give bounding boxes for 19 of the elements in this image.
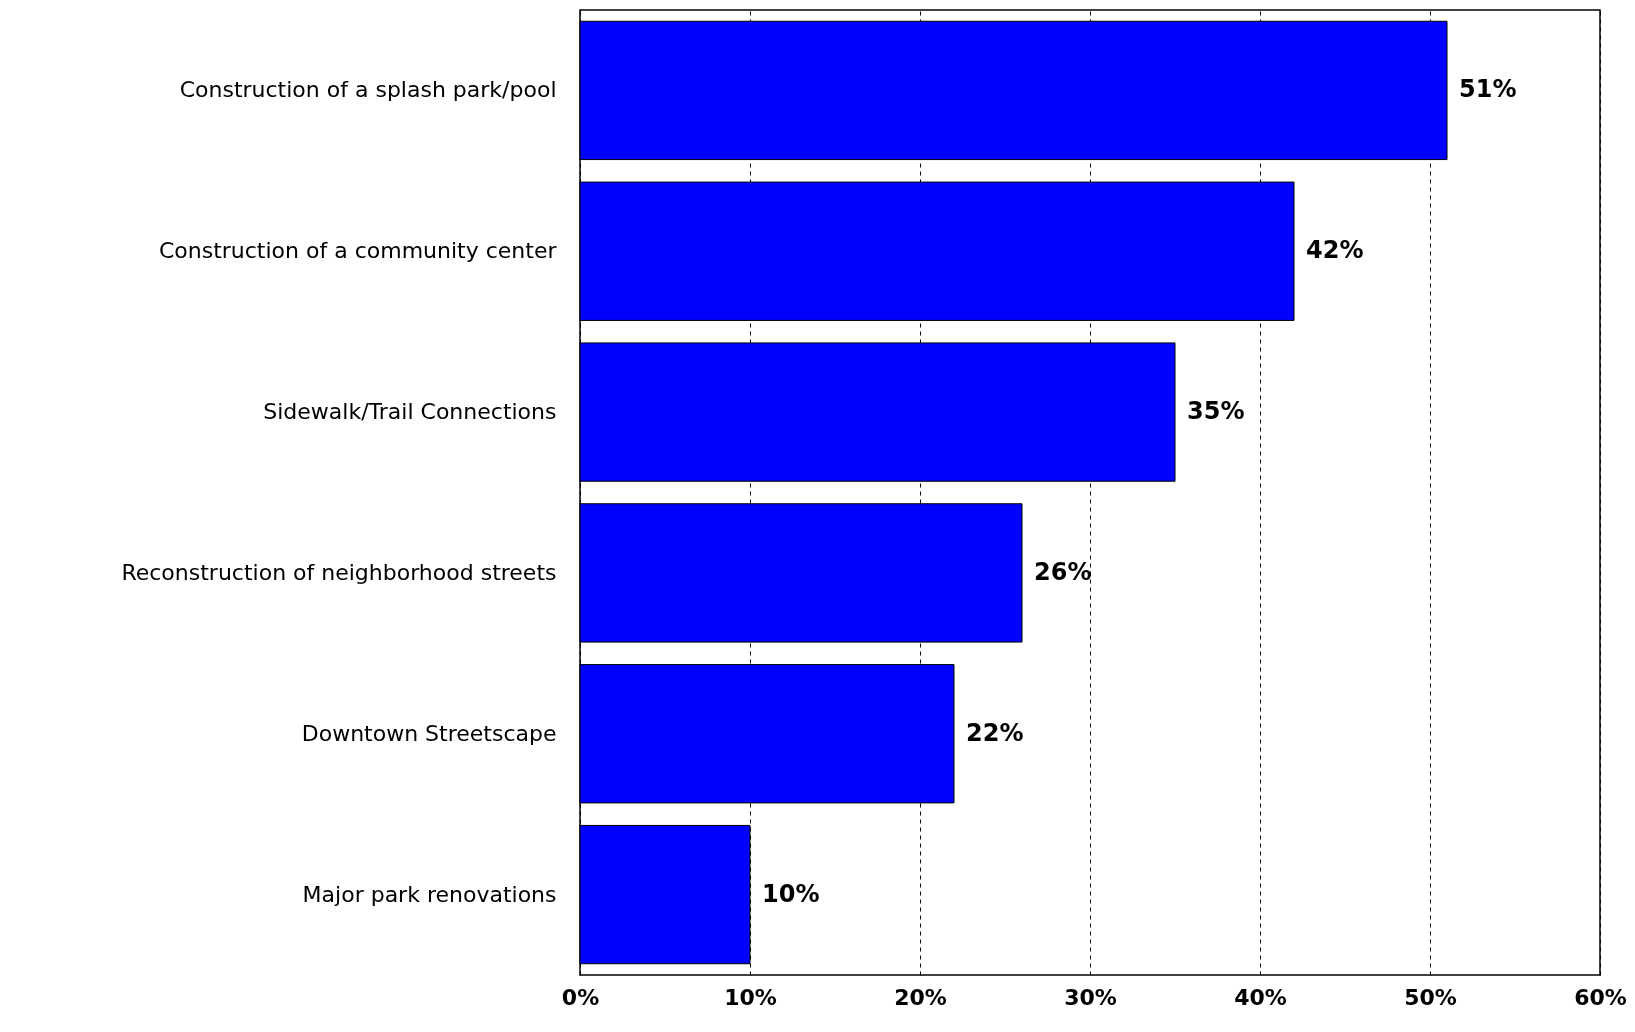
data-label: 42% xyxy=(1306,236,1364,265)
data-label: 22% xyxy=(966,718,1024,747)
x-tick-label: 10% xyxy=(724,984,777,1010)
y-tick-label: Reconstruction of neighborhood streets xyxy=(121,559,557,585)
x-tick-label: 0% xyxy=(561,984,600,1010)
data-label: 26% xyxy=(1034,557,1092,586)
x-tick-label: 40% xyxy=(1234,984,1287,1010)
x-tick-label: 50% xyxy=(1404,984,1457,1010)
data-label: 35% xyxy=(1187,397,1245,426)
data-label: 10% xyxy=(762,879,820,908)
y-tick-label: Downtown Streetscape xyxy=(301,720,557,746)
x-tick-label: 60% xyxy=(1574,984,1627,1010)
y-tick-label: Major park renovations xyxy=(302,881,557,907)
data-label: 51% xyxy=(1459,75,1517,104)
y-tick-label: Sidewalk/Trail Connections xyxy=(263,399,557,425)
y-tick-label: Construction of a splash park/pool xyxy=(179,77,557,103)
x-tick-label: 30% xyxy=(1064,984,1117,1010)
x-tick-label: 20% xyxy=(894,984,947,1010)
y-tick-label: Construction of a community center xyxy=(158,238,558,264)
